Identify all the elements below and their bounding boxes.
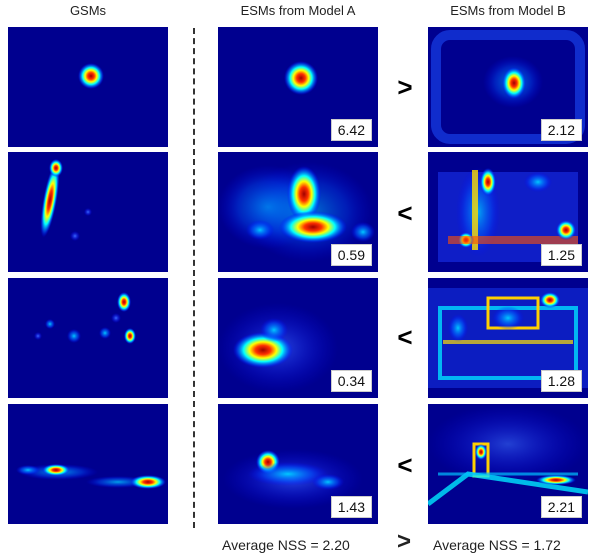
gsm-panel-4 (8, 404, 168, 524)
esm-b-panel-1: 2.12 (428, 27, 588, 147)
esm-b-panel-4: 2.21 (428, 404, 588, 524)
nss-score-b-1: 2.12 (540, 119, 582, 141)
average-nss-model-a: Average NSS = 2.20 (222, 537, 350, 553)
gsm-panel-3 (8, 278, 168, 398)
comparison-3: < (397, 322, 413, 352)
esm-a-panel-3: 0.34 (218, 278, 378, 398)
comparison-4: < (397, 450, 413, 480)
comparison-2: < (397, 198, 413, 228)
average-comparison: > (397, 528, 412, 555)
nss-score-a-4: 1.43 (330, 496, 372, 518)
header-model-b: ESMs from Model B (450, 3, 566, 18)
average-nss-model-b: Average NSS = 1.72 (433, 537, 561, 553)
header-gsms: GSMs (69, 3, 107, 18)
esm-b-panel-3: 1.28 (428, 278, 588, 398)
gsm-panel-2 (8, 152, 168, 272)
gsm-panel-1 (8, 27, 168, 147)
comparison-1: > (397, 72, 413, 102)
nss-score-a-2: 0.59 (330, 244, 372, 266)
esm-a-panel-1: 6.42 (218, 27, 378, 147)
header-model-a: ESMs from Model A (240, 3, 356, 18)
nss-score-a-1: 6.42 (330, 119, 372, 141)
nss-score-a-3: 0.34 (330, 370, 372, 392)
esm-b-panel-2: 1.25 (428, 152, 588, 272)
nss-score-b-3: 1.28 (540, 370, 582, 392)
nss-score-b-4: 2.21 (540, 496, 582, 518)
nss-score-b-2: 1.25 (540, 244, 582, 266)
column-divider (193, 28, 195, 528)
esm-a-panel-4: 1.43 (218, 404, 378, 524)
esm-a-panel-2: 0.59 (218, 152, 378, 272)
